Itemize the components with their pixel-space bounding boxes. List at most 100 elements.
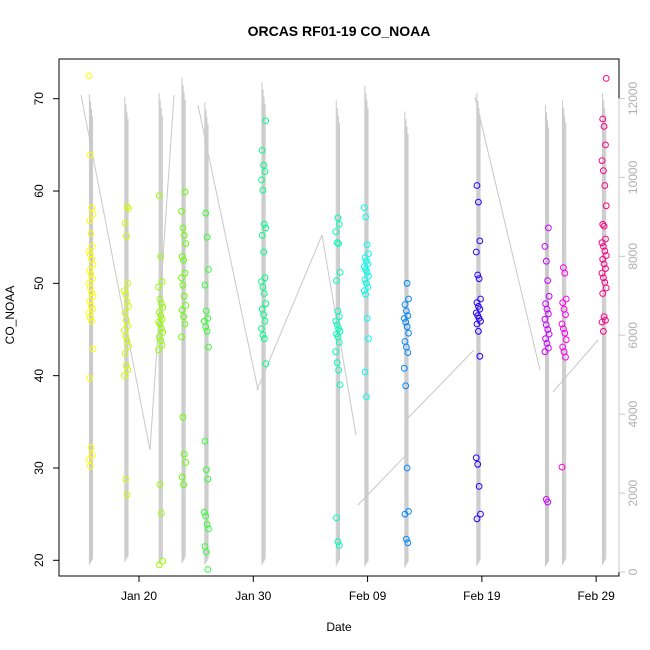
data-point bbox=[203, 520, 211, 528]
data-point bbox=[125, 205, 132, 213]
data-point bbox=[262, 117, 270, 125]
data-point bbox=[363, 279, 370, 287]
data-point bbox=[180, 256, 188, 264]
data-point bbox=[178, 473, 186, 481]
data-point bbox=[599, 220, 607, 228]
data-point bbox=[598, 269, 606, 277]
chart-title: ORCAS RF01-19 CO_NOAA bbox=[248, 23, 431, 39]
data-point bbox=[402, 318, 410, 326]
y2-tick-label: 0 bbox=[626, 568, 640, 575]
data-point bbox=[89, 210, 97, 218]
data-point bbox=[400, 364, 408, 372]
data-point bbox=[545, 310, 552, 318]
data-point bbox=[202, 512, 210, 520]
data-point bbox=[476, 237, 484, 245]
data-point bbox=[335, 313, 343, 321]
data-point bbox=[260, 335, 268, 343]
data-point bbox=[543, 305, 551, 313]
data-point bbox=[202, 323, 210, 331]
data-point bbox=[180, 450, 188, 458]
data-point bbox=[182, 302, 190, 309]
data-point bbox=[403, 323, 411, 331]
data-point bbox=[155, 561, 163, 569]
data-point bbox=[365, 250, 372, 258]
data-point bbox=[259, 283, 267, 291]
data-point bbox=[180, 292, 188, 300]
data-point bbox=[203, 327, 211, 335]
data-point bbox=[182, 459, 190, 466]
y-axis: 20 30 40 50 60 70 bbox=[32, 92, 60, 567]
data-point bbox=[600, 260, 608, 268]
data-point bbox=[405, 295, 412, 303]
data-point bbox=[599, 255, 607, 263]
data-point bbox=[258, 325, 265, 333]
data-point bbox=[602, 316, 609, 324]
data-point bbox=[261, 317, 269, 325]
data-point bbox=[158, 509, 165, 517]
x-axis: Jan 20 Jan 30 Feb 09 Feb 19 Feb 29 bbox=[121, 575, 615, 603]
data-point bbox=[545, 292, 553, 300]
data-point bbox=[261, 168, 269, 176]
data-point bbox=[475, 198, 482, 206]
data-point bbox=[120, 287, 128, 295]
data-point bbox=[335, 542, 343, 549]
data-point bbox=[473, 320, 481, 328]
data-point bbox=[124, 366, 132, 374]
data-point bbox=[336, 268, 344, 276]
data-point bbox=[541, 243, 549, 250]
data-point bbox=[88, 204, 96, 212]
data-point bbox=[181, 269, 189, 277]
data-point bbox=[261, 274, 269, 282]
data-point bbox=[85, 456, 93, 464]
altitude-trace-group bbox=[80, 77, 607, 568]
data-point bbox=[155, 333, 163, 341]
data-point bbox=[362, 291, 370, 298]
data-point bbox=[598, 318, 606, 326]
data-point bbox=[335, 220, 343, 228]
data-point bbox=[562, 336, 570, 344]
x-tick-label: Jan 20 bbox=[121, 589, 157, 603]
data-point bbox=[178, 207, 185, 215]
data-point bbox=[543, 340, 551, 347]
data-point bbox=[562, 353, 569, 361]
data-point bbox=[123, 203, 131, 211]
data-point bbox=[258, 231, 266, 239]
data-point bbox=[404, 349, 412, 357]
data-point bbox=[475, 327, 482, 335]
data-point bbox=[259, 331, 267, 339]
altitude-trace-segment bbox=[80, 94, 151, 451]
data-point bbox=[474, 460, 482, 468]
data-point bbox=[333, 239, 341, 247]
data-point bbox=[476, 305, 484, 313]
x-tick-label: Jan 30 bbox=[235, 589, 271, 603]
data-point bbox=[121, 309, 129, 317]
data-point bbox=[598, 157, 606, 165]
data-point bbox=[403, 279, 411, 287]
data-point bbox=[362, 213, 370, 221]
data-point bbox=[89, 345, 97, 353]
data-point bbox=[205, 525, 212, 533]
data-point bbox=[360, 204, 368, 212]
data-point bbox=[599, 290, 607, 297]
data-point bbox=[88, 317, 96, 325]
data-point bbox=[158, 325, 165, 333]
data-point bbox=[335, 366, 343, 374]
data-point bbox=[155, 192, 163, 200]
data-point bbox=[361, 368, 369, 376]
data-point bbox=[178, 274, 185, 282]
data-point bbox=[85, 309, 93, 317]
y2-tick-label: 10000 bbox=[626, 160, 640, 194]
data-point bbox=[86, 284, 94, 292]
data-point bbox=[179, 413, 187, 421]
data-point bbox=[89, 451, 96, 459]
x-tick-label: Feb 29 bbox=[577, 589, 615, 603]
data-point bbox=[178, 306, 186, 314]
data-point bbox=[157, 337, 165, 345]
data-point bbox=[123, 362, 130, 369]
data-point bbox=[544, 326, 552, 333]
data-point bbox=[363, 393, 370, 401]
data-point bbox=[473, 515, 481, 523]
altitude-trace-segment bbox=[357, 454, 407, 506]
data-point bbox=[89, 305, 96, 313]
